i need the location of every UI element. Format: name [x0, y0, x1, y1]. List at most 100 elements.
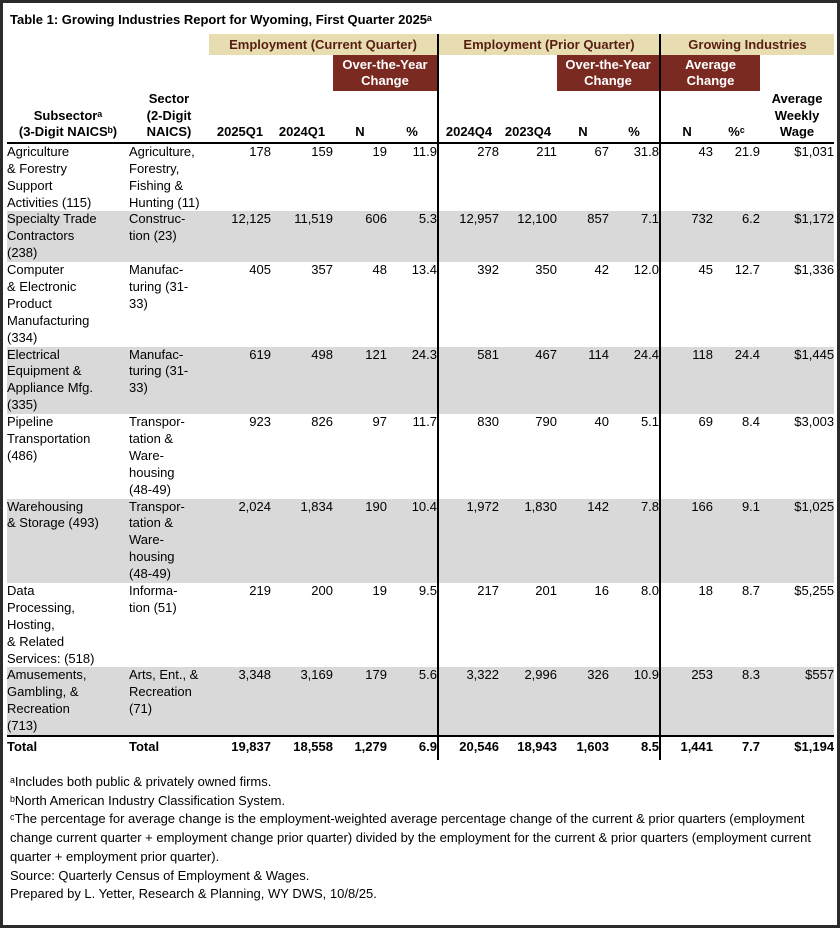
value-cell: 357 — [311, 262, 333, 278]
value-cell: 178 — [249, 143, 271, 159]
value-cell: 42 — [594, 262, 609, 278]
value-cell: 790 — [535, 414, 557, 430]
subheader-spacer — [437, 55, 557, 91]
value-cell: 6.9 — [387, 735, 438, 760]
value-cell: 8.5 — [609, 735, 661, 760]
sector-cell: Manufac- turing (31- 33) — [129, 262, 189, 311]
value-cell: 121 — [333, 346, 387, 415]
value-cell: 8.3 — [713, 667, 761, 737]
value-cell: 200 — [311, 583, 333, 599]
table-row: Computer & Electronic Product Manufactur… — [7, 262, 835, 347]
value-cell: 8.7 — [741, 583, 761, 599]
table-row: Amusements, Gambling, & Recreation (713)… — [7, 667, 835, 737]
col-header-2023q4: 2023Q4 — [499, 91, 557, 144]
value-cell: 350 — [535, 262, 557, 278]
value-cell: 278 — [437, 142, 499, 212]
value-cell: 201 — [535, 583, 557, 599]
col-header-n-growing: N — [659, 91, 714, 144]
value-cell: 8.0 — [640, 583, 660, 599]
value-cell: 114 — [557, 346, 609, 415]
total-row: Total Total 19,837 18,558 1,279 6.9 20,546 18,9… — [7, 735, 835, 760]
value-cell: 3,348 — [209, 667, 271, 737]
value-cell: 9.5 — [418, 583, 437, 599]
group-header-growing-industries: Growing Industries — [659, 34, 835, 55]
value-cell: 142 — [557, 498, 609, 584]
value-cell: 18,943 — [499, 735, 557, 760]
value-cell: 1,441 — [659, 735, 714, 760]
value-cell: 24.3 — [387, 346, 438, 415]
value-cell: $1,025 — [760, 498, 835, 584]
col-header-2025q1: 2025Q1 — [209, 91, 271, 144]
value-cell: 1,603 — [557, 735, 609, 760]
value-cell: 11,519 — [271, 211, 333, 263]
value-cell: 10.4 — [387, 498, 438, 584]
value-cell: 826 — [311, 414, 333, 430]
value-cell: 9.1 — [713, 498, 761, 584]
sector-cell: Total — [129, 735, 209, 760]
value-cell: 5.1 — [640, 414, 660, 430]
value-cell: 18 — [659, 583, 714, 668]
value-cell: 211 — [536, 143, 557, 159]
col-header-2024q1: 2024Q1 — [271, 91, 333, 144]
table-row: Agriculture & Forestry Support Activitie… — [7, 142, 835, 212]
value-cell: 24.4 — [713, 346, 761, 415]
group-header-prior-quarter: Employment (Prior Quarter) — [436, 34, 661, 55]
value-cell: 253 — [659, 667, 714, 737]
value-cell: 923 — [249, 414, 271, 430]
value-cell: $1,336 — [794, 262, 835, 278]
value-cell: 5.3 — [387, 211, 438, 263]
value-cell: 7.8 — [609, 498, 661, 584]
value-cell: 19 — [372, 143, 387, 159]
value-cell: 8.4 — [741, 414, 761, 430]
subheader-oty-current: Over-the-Year Change — [333, 55, 438, 91]
col-header-n-current: N — [333, 91, 387, 144]
group-header-current-quarter: Employment (Current Quarter) — [209, 34, 438, 55]
subsector-cell: Computer & Electronic Product Manufactur… — [7, 262, 90, 345]
value-cell: 1,834 — [271, 498, 333, 584]
subsector-cell: Warehousing & Storage (493) — [7, 498, 129, 584]
value-cell: 159 — [311, 143, 333, 159]
value-cell: $1,172 — [760, 211, 835, 263]
value-cell: 732 — [659, 211, 714, 263]
value-cell: 40 — [594, 414, 609, 430]
value-cell: 21.9 — [734, 143, 761, 159]
value-cell: 45 — [659, 262, 714, 347]
sector-cell: Transpor- tation & Ware- housing (48-49) — [129, 498, 209, 584]
value-cell: 11.9 — [412, 143, 437, 159]
value-cell: $5,255 — [794, 583, 835, 599]
value-cell: $1,445 — [760, 346, 835, 415]
value-cell: 97 — [372, 414, 387, 430]
value-cell: 5.6 — [387, 667, 438, 737]
subheader-average-change: Average Change — [659, 55, 761, 91]
value-cell: $3,003 — [794, 414, 835, 430]
col-header-pct-growing: %ᶜ — [713, 91, 761, 144]
table-row: Warehousing & Storage (493) Transpor- tat… — [7, 498, 835, 584]
value-cell: 498 — [271, 346, 333, 415]
value-cell: 326 — [557, 667, 609, 737]
col-header-sector: Sector (2-Digit NAICS) — [129, 91, 209, 144]
table-body: Agriculture & Forestry Support Activitie… — [7, 142, 835, 760]
column-header-row: Subsectorᵃ (3-Digit NAICSᵇ) Sector (2-Di… — [7, 91, 835, 144]
value-cell: $557 — [760, 667, 835, 737]
value-cell: $1,031 — [794, 143, 835, 159]
table-title: Table 1: Growing Industries Report for W… — [10, 12, 432, 27]
value-cell: 12.7 — [734, 262, 761, 278]
growing-industries-table: Employment (Current Quarter) Employment … — [7, 34, 835, 760]
footnote-b: ᵇNorth American Industry Classification … — [10, 792, 286, 808]
value-cell: 69 — [659, 414, 714, 499]
value-cell: 16 — [594, 583, 609, 599]
subheader-spacer — [209, 55, 333, 91]
value-cell: 166 — [659, 498, 714, 584]
col-header-average-weekly-wage: Average Weekly Wage — [760, 91, 835, 144]
value-cell: 67 — [594, 143, 609, 159]
subsector-cell: Data Processing, Hosting, & Related Serv… — [7, 583, 95, 666]
value-cell: 13.4 — [411, 262, 437, 278]
value-cell: 3,169 — [271, 667, 333, 737]
value-cell: 1,830 — [499, 498, 557, 584]
value-cell: 392 — [437, 262, 499, 347]
value-cell: 581 — [437, 346, 499, 415]
value-cell: 467 — [499, 346, 557, 415]
value-cell: 19 — [372, 583, 387, 599]
subheader-oty-prior: Over-the-Year Change — [557, 55, 661, 91]
